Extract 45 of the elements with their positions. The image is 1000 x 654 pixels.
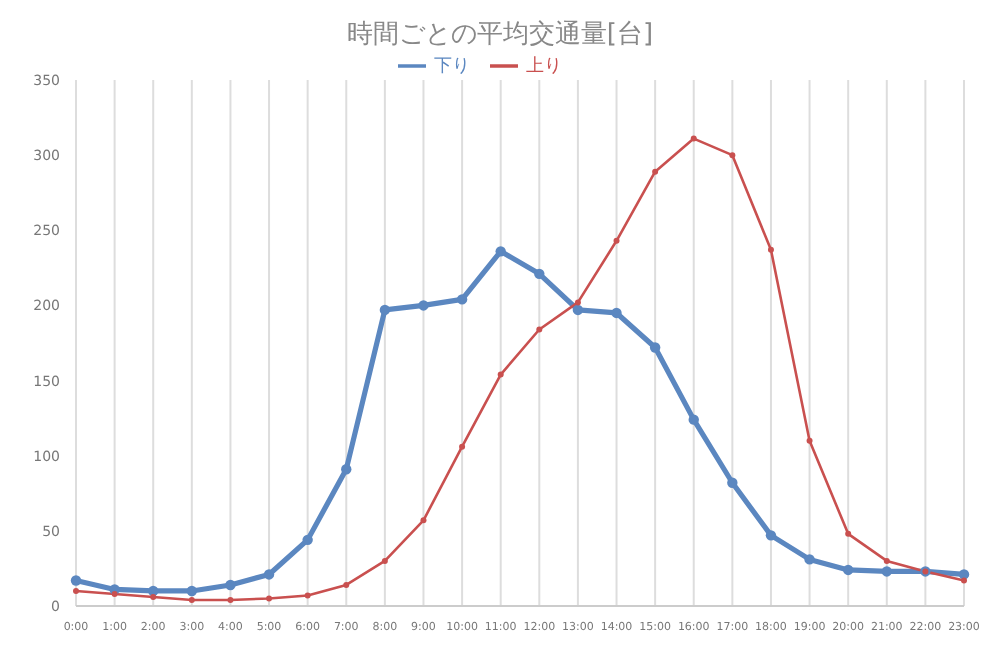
point: [73, 587, 79, 594]
point: [806, 437, 813, 444]
point: [497, 371, 504, 378]
point: [572, 304, 584, 316]
chart-title: 時間ごとの平均交通量[台]: [344, 18, 656, 52]
point: [304, 592, 311, 599]
point: [302, 534, 313, 546]
point: [456, 294, 468, 305]
point: [536, 326, 543, 333]
point: [690, 135, 697, 142]
point: [186, 585, 198, 597]
point: [881, 566, 892, 577]
point: [495, 246, 506, 257]
line-series: [73, 135, 967, 603]
legend-label: 下り: [434, 56, 470, 77]
point: [845, 530, 852, 537]
point: [767, 246, 774, 253]
point: [727, 477, 738, 488]
point: [729, 152, 736, 159]
point: [765, 530, 777, 541]
point: [381, 557, 388, 564]
point: [70, 575, 82, 586]
point: [883, 557, 890, 564]
point: [534, 268, 545, 280]
point: [611, 307, 622, 319]
point: [649, 342, 661, 353]
point: [379, 304, 391, 316]
point: [574, 299, 581, 306]
point: [804, 554, 815, 565]
point: [420, 517, 427, 524]
point: [225, 579, 236, 591]
point: [418, 300, 429, 311]
point: [613, 237, 620, 244]
point: [652, 168, 659, 175]
point: [688, 414, 699, 425]
point: [111, 590, 118, 597]
legend-label: 上り: [526, 56, 562, 77]
point: [266, 595, 273, 602]
point: [227, 596, 234, 603]
point: [343, 581, 350, 588]
point: [459, 443, 466, 450]
point: [842, 564, 854, 576]
point: [263, 569, 275, 580]
point: [961, 577, 967, 584]
point: [341, 464, 352, 475]
